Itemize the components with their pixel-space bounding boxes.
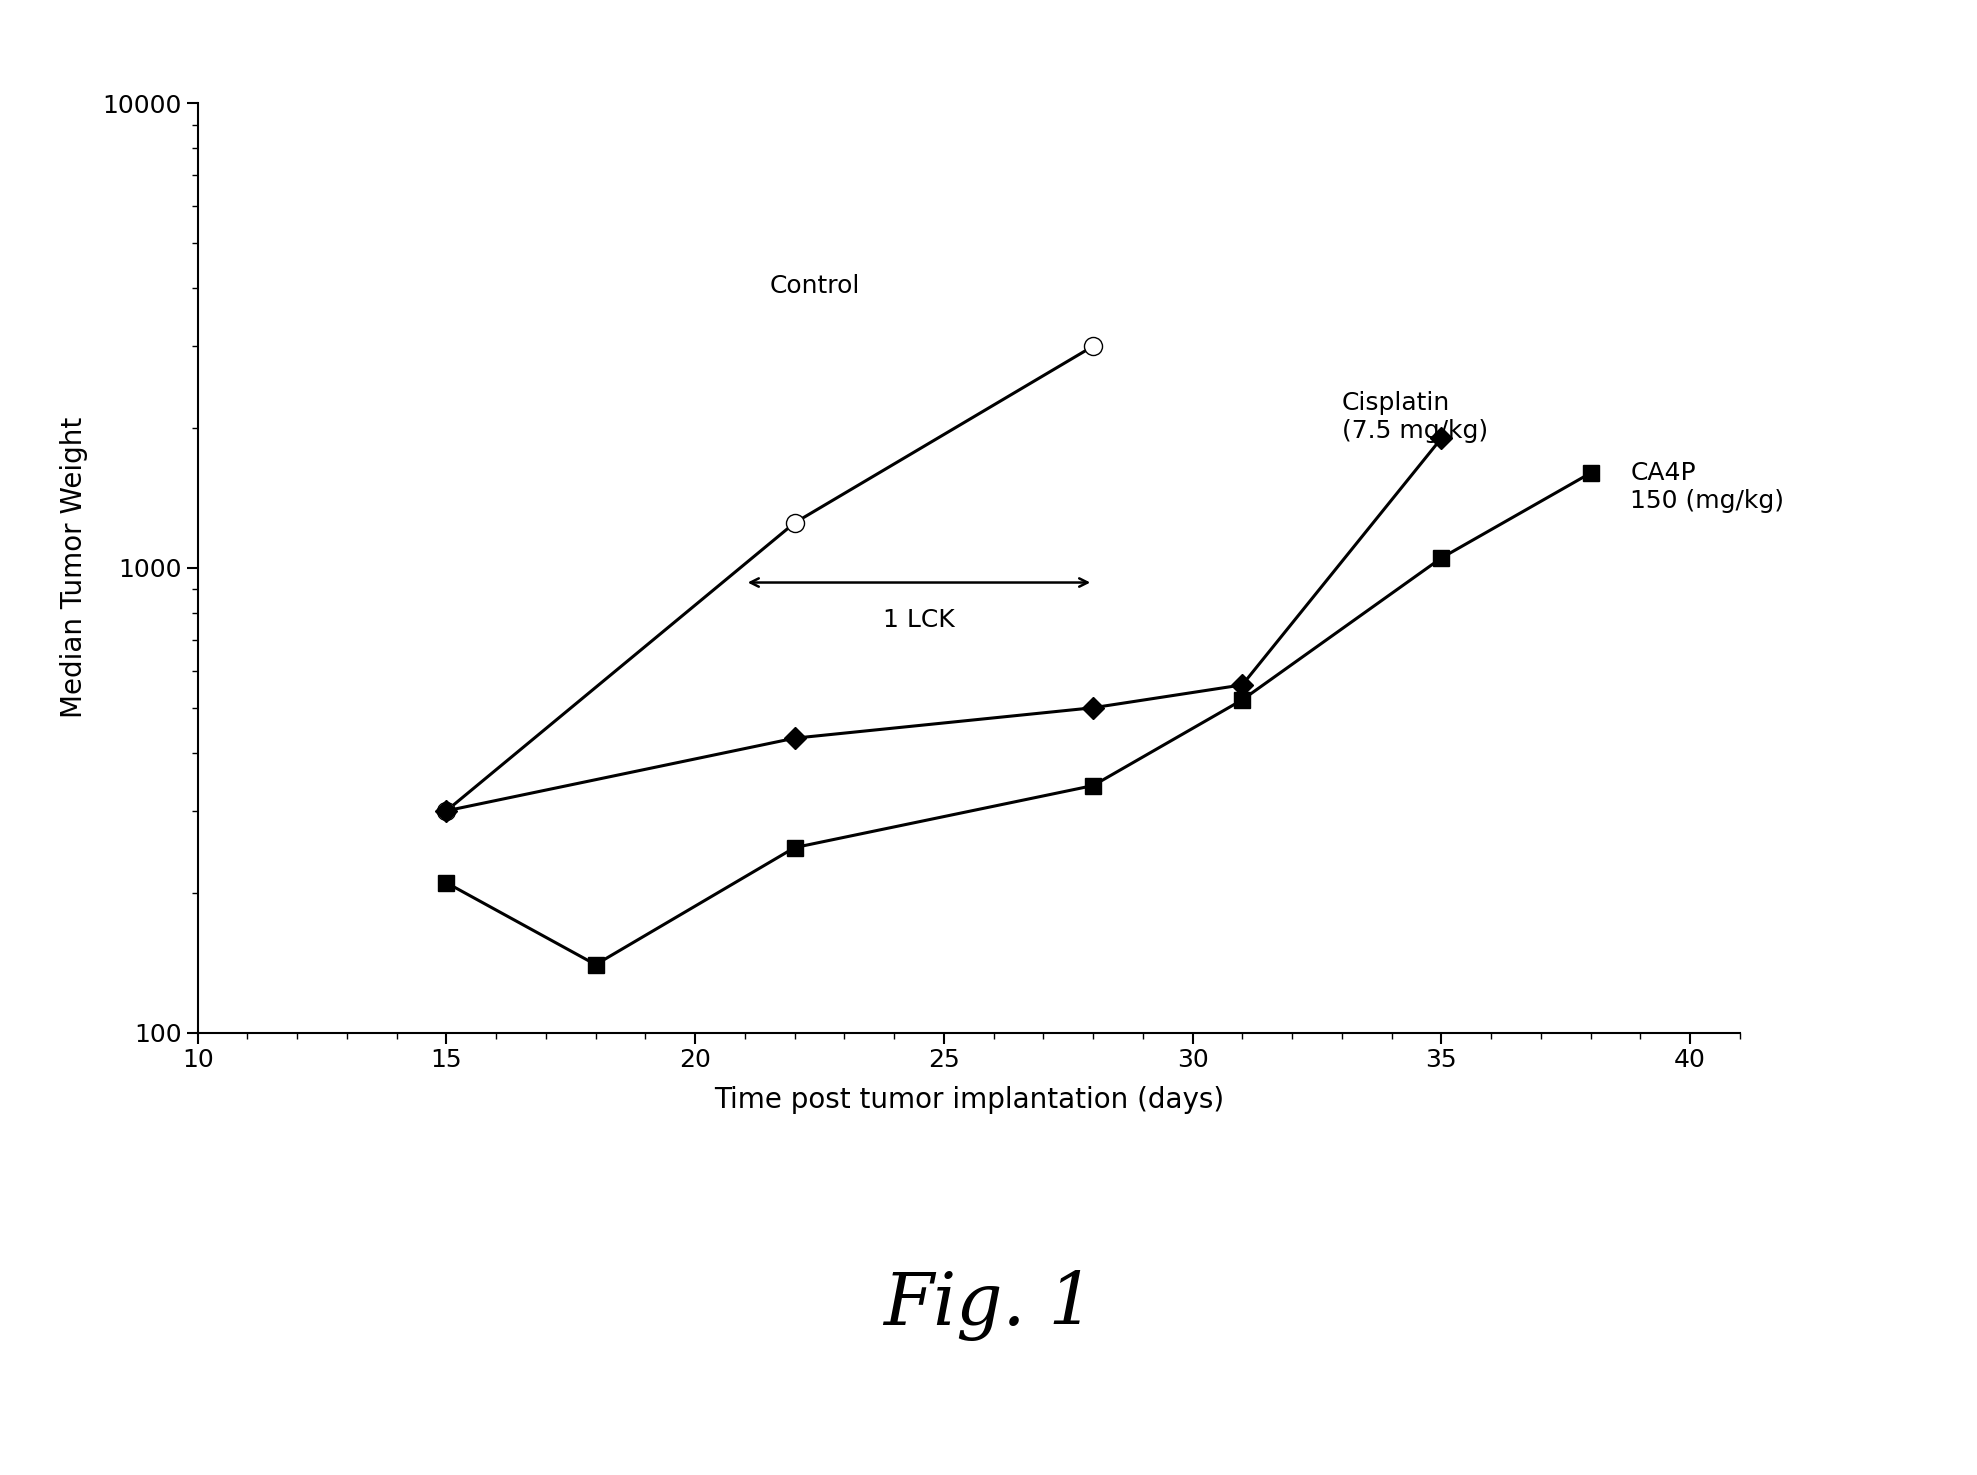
- Text: Control: Control: [769, 274, 860, 298]
- Text: Cisplatin
(7.5 mg/kg): Cisplatin (7.5 mg/kg): [1342, 391, 1489, 442]
- Y-axis label: Median Tumor Weight: Median Tumor Weight: [61, 417, 89, 718]
- Text: CA4P
150 (mg/kg): CA4P 150 (mg/kg): [1631, 460, 1785, 513]
- Text: 1 LCK: 1 LCK: [884, 608, 955, 631]
- X-axis label: Time post tumor implantation (days): Time post tumor implantation (days): [714, 1087, 1224, 1114]
- Text: Fig. 1: Fig. 1: [884, 1270, 1093, 1341]
